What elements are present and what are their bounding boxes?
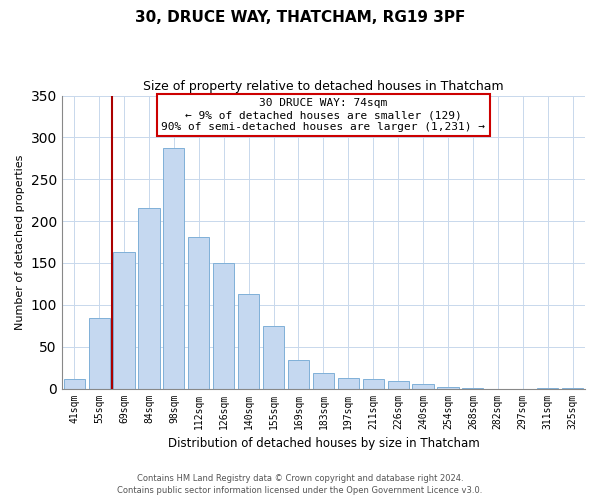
- Bar: [437, 387, 458, 388]
- Y-axis label: Number of detached properties: Number of detached properties: [15, 154, 25, 330]
- Text: 30 DRUCE WAY: 74sqm
← 9% of detached houses are smaller (129)
90% of semi-detach: 30 DRUCE WAY: 74sqm ← 9% of detached hou…: [161, 98, 485, 132]
- Bar: [388, 381, 409, 388]
- Bar: [238, 294, 259, 388]
- Bar: [213, 263, 235, 388]
- Title: Size of property relative to detached houses in Thatcham: Size of property relative to detached ho…: [143, 80, 504, 93]
- Bar: [263, 326, 284, 388]
- Bar: [188, 237, 209, 388]
- Bar: [139, 208, 160, 388]
- Bar: [64, 380, 85, 388]
- Bar: [338, 378, 359, 388]
- Text: Contains HM Land Registry data © Crown copyright and database right 2024.
Contai: Contains HM Land Registry data © Crown c…: [118, 474, 482, 495]
- Bar: [288, 360, 309, 388]
- Bar: [113, 252, 134, 388]
- Bar: [163, 148, 184, 388]
- Bar: [89, 318, 110, 388]
- Bar: [412, 384, 434, 388]
- X-axis label: Distribution of detached houses by size in Thatcham: Distribution of detached houses by size …: [167, 437, 479, 450]
- Bar: [313, 374, 334, 388]
- Text: 30, DRUCE WAY, THATCHAM, RG19 3PF: 30, DRUCE WAY, THATCHAM, RG19 3PF: [135, 10, 465, 25]
- Bar: [362, 380, 384, 388]
